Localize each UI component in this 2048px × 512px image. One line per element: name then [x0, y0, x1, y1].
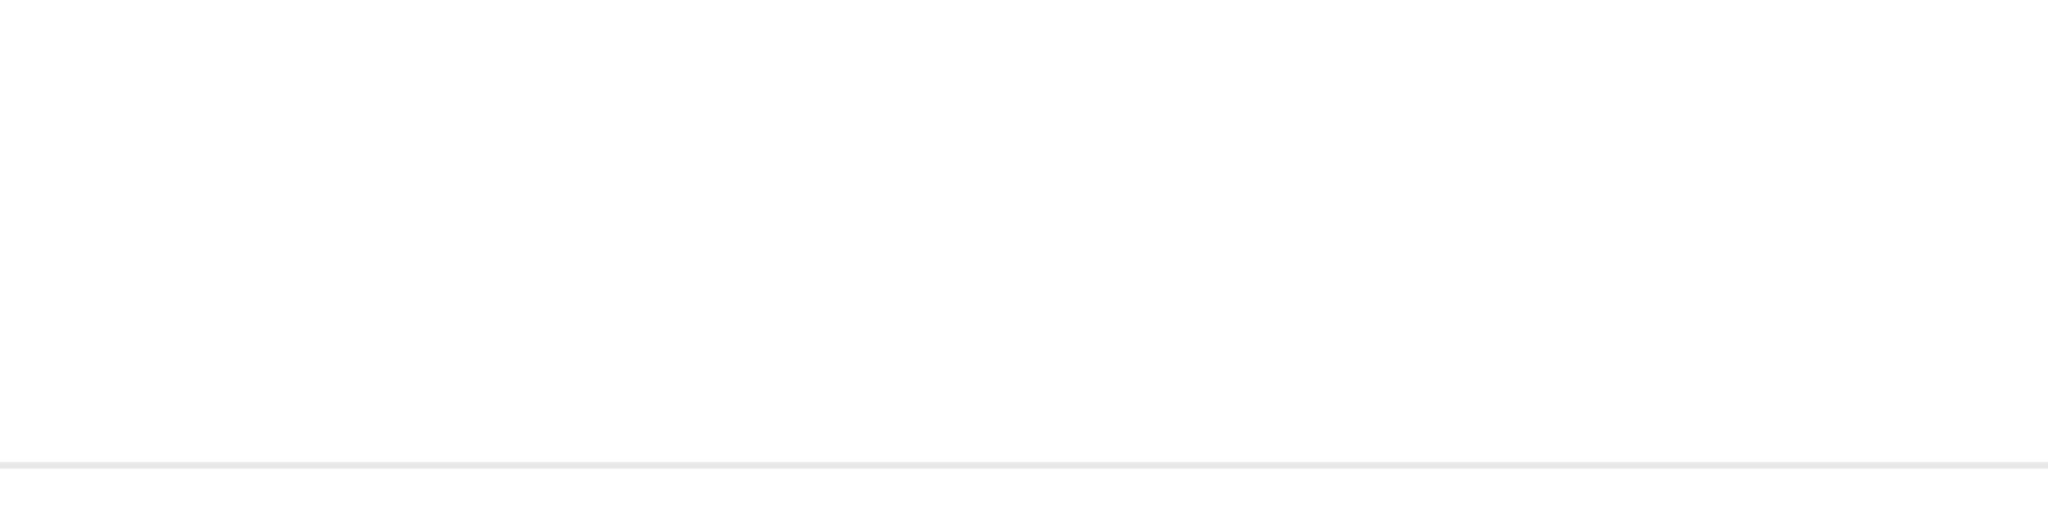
empty-footer-area	[0, 469, 2048, 512]
empty-content-area	[0, 0, 2048, 462]
horizontal-divider	[0, 462, 2048, 469]
